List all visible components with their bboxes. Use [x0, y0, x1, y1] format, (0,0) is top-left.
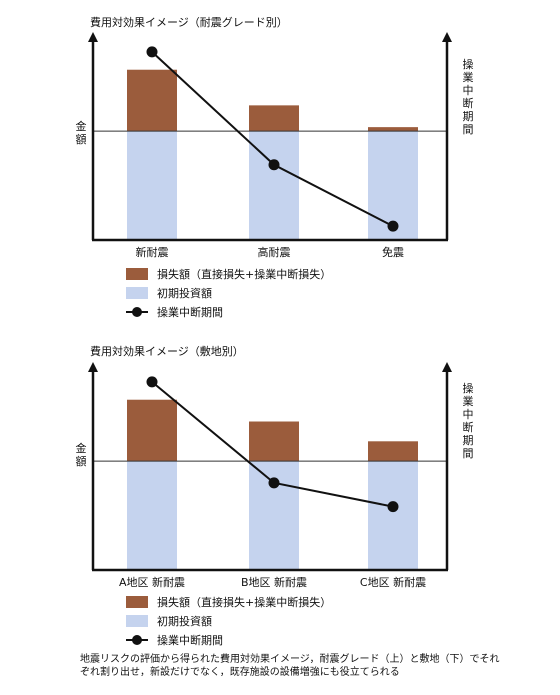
legend-label-loss: 損失額（直接損失+操業中断損失）: [157, 267, 332, 281]
legend-label-line: 操業中断期間: [157, 305, 223, 319]
arrow-up-icon: [88, 362, 98, 372]
line-point: [268, 477, 280, 489]
x-tick-label: 高耐震: [258, 245, 291, 259]
line-point: [387, 501, 399, 513]
line-point: [146, 46, 158, 58]
bar-loss: [368, 127, 418, 132]
initial-swatch: [126, 614, 148, 627]
x-tick-label: A地区 新耐震: [119, 575, 185, 589]
line-marker-icon: [126, 306, 148, 318]
legend-item-loss: 損失額（直接損失+操業中断損失）: [126, 264, 331, 283]
legend-item-initial: 初期投資額: [126, 611, 331, 630]
line-point: [268, 159, 280, 171]
legend-label-initial: 初期投資額: [157, 286, 212, 300]
legend-label-initial: 初期投資額: [157, 614, 212, 628]
chart1-ylabel-left: 金額: [75, 120, 87, 146]
line-point: [387, 220, 399, 232]
chart1-plot: 新耐震 高耐震 免震: [88, 32, 452, 259]
figure-caption: 地震リスクの評価から得られた費用対効果イメージ，耐震グレード（上）と敷地（下）で…: [80, 654, 500, 678]
chart2-ylabel-left: 金額: [75, 442, 87, 468]
bar-loss: [368, 441, 418, 462]
legend-item-line: 操業中断期間: [126, 302, 331, 321]
bar-initial: [368, 461, 418, 570]
x-tick-label: 新耐震: [136, 245, 169, 259]
chart2-ylabel-right: 操業中断期間: [462, 382, 474, 460]
chart1-ylabel-right: 操業中断期間: [462, 58, 474, 136]
bar-loss: [127, 399, 177, 462]
arrow-up-icon: [88, 32, 98, 42]
legend-item-line: 操業中断期間: [126, 630, 331, 649]
chart2-plot: A地区 新耐震 B地区 新耐震 C地区 新耐震: [88, 362, 452, 589]
legend-label-line: 操業中断期間: [157, 633, 223, 647]
chart2-legend: 損失額（直接損失+操業中断損失） 初期投資額 操業中断期間: [126, 592, 331, 649]
bar-initial: [127, 461, 177, 570]
chart2-title: 費用対効果イメージ（敷地別）: [90, 345, 244, 358]
arrow-up-icon: [442, 362, 452, 372]
bar-loss: [127, 69, 177, 132]
x-tick-label: B地区 新耐震: [241, 575, 307, 589]
x-tick-label: C地区 新耐震: [360, 575, 426, 589]
line-point: [146, 376, 158, 388]
initial-swatch: [126, 286, 148, 299]
legend-label-loss: 損失額（直接損失+操業中断損失）: [157, 595, 332, 609]
legend-item-initial: 初期投資額: [126, 283, 331, 302]
x-tick-label: 免震: [382, 245, 404, 259]
legend-item-loss: 損失額（直接損失+操業中断損失）: [126, 592, 331, 611]
bar-loss: [249, 421, 299, 462]
bar-initial: [127, 131, 177, 240]
loss-swatch: [126, 267, 148, 280]
line-marker-icon: [126, 634, 148, 646]
arrow-up-icon: [442, 32, 452, 42]
chart1-legend: 損失額（直接損失+操業中断損失） 初期投資額 操業中断期間: [126, 264, 331, 321]
chart1-title: 費用対効果イメージ（耐震グレード別）: [90, 16, 288, 29]
bar-loss: [249, 105, 299, 132]
loss-swatch: [126, 595, 148, 608]
